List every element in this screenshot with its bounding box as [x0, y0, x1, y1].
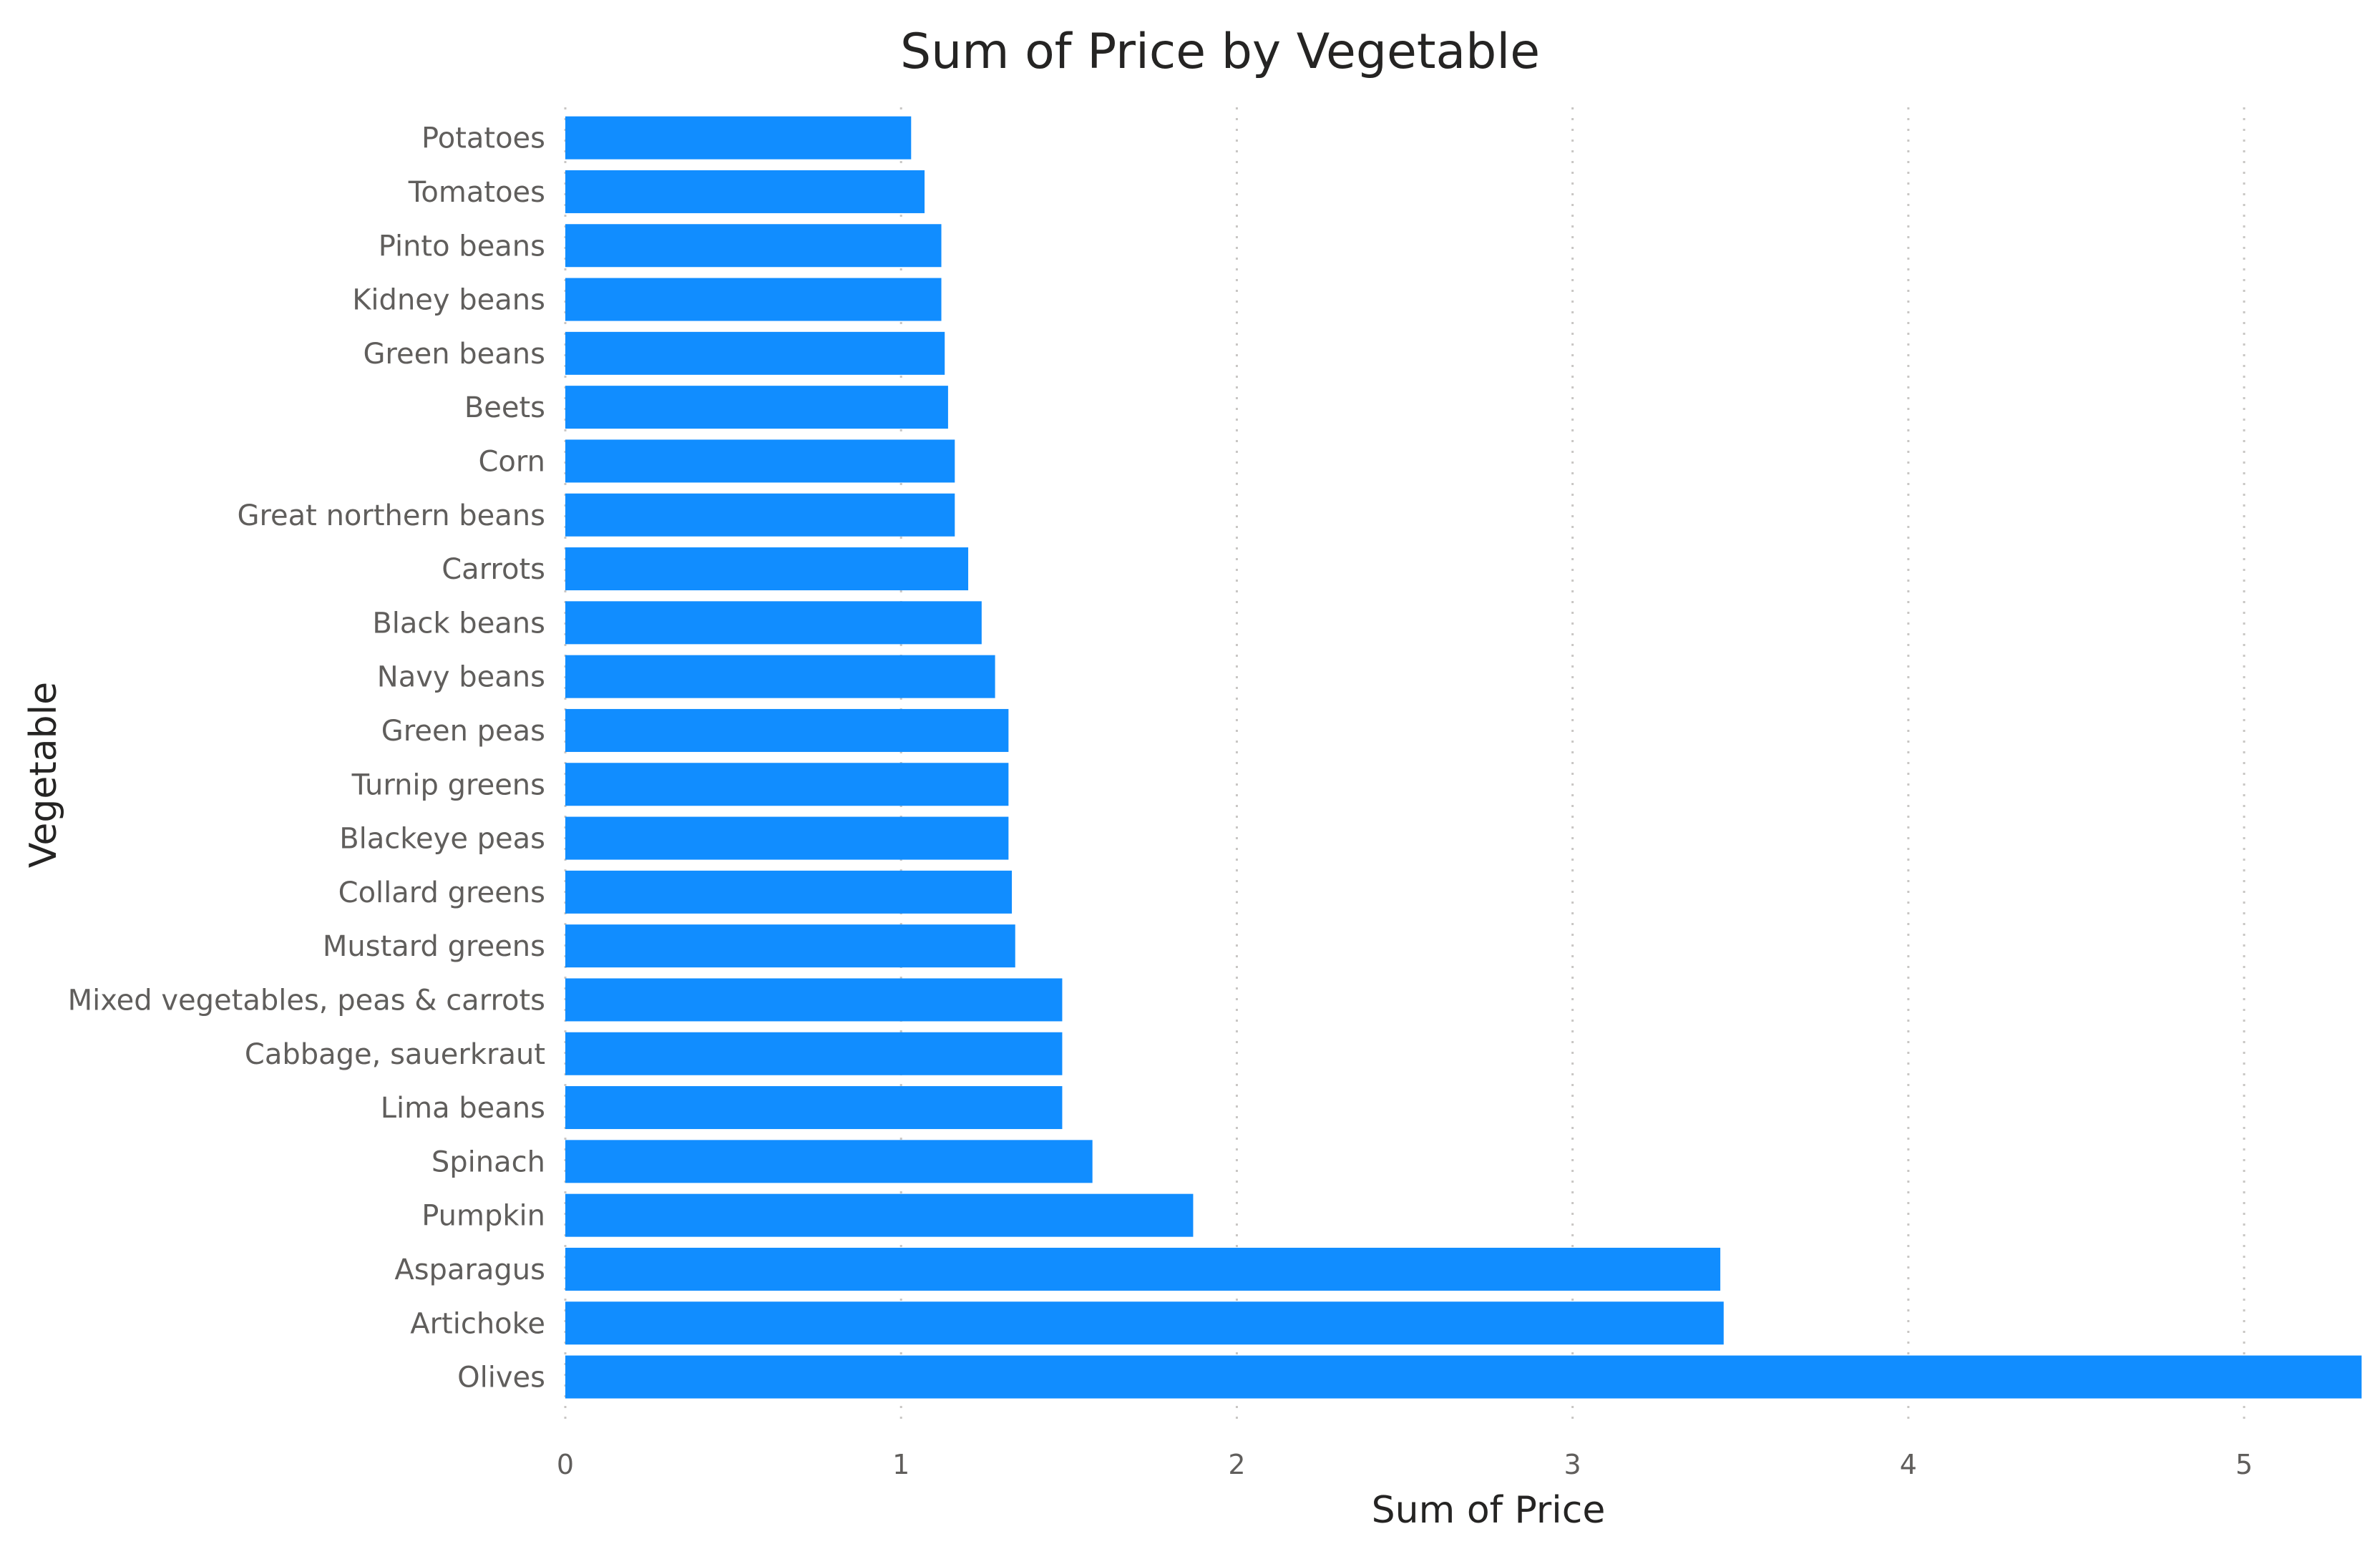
x-tick-label: 0	[557, 1449, 574, 1480]
y-tick-label: Potatoes	[421, 122, 545, 155]
bar[interactable]	[565, 978, 1063, 1022]
bar[interactable]	[565, 493, 955, 537]
y-tick-label: Green beans	[363, 338, 545, 371]
x-tick-label: 2	[1228, 1449, 1245, 1480]
y-tick-label: Spinach	[431, 1145, 545, 1178]
bar[interactable]	[565, 1247, 1721, 1291]
bar[interactable]	[565, 1140, 1093, 1183]
bar[interactable]	[565, 601, 982, 645]
y-tick-label: Collard greens	[338, 876, 545, 909]
bar[interactable]	[565, 924, 1015, 968]
y-tick-label: Pumpkin	[421, 1200, 545, 1233]
y-tick-label: Black beans	[372, 607, 545, 640]
y-tick-label: Mixed vegetables, peas & carrots	[68, 984, 545, 1017]
y-tick-label: Cabbage, sauerkraut	[245, 1038, 545, 1071]
bar[interactable]	[565, 386, 948, 429]
category-axis: Potatoes Tomatoes Pinto beans Kidney beans G…	[68, 122, 545, 1394]
x-tick-label: 5	[2235, 1449, 2253, 1480]
y-tick-label: Blackeye peas	[339, 823, 545, 856]
x-tick-label: 4	[1900, 1449, 1917, 1480]
bar[interactable]	[565, 655, 995, 698]
y-axis-title: Vegetable	[22, 682, 65, 868]
y-tick-label: Beets	[464, 391, 545, 424]
x-tick-label: 1	[892, 1449, 909, 1480]
bar[interactable]	[565, 116, 912, 160]
bar[interactable]	[565, 1355, 2362, 1399]
y-tick-label: Olives	[457, 1362, 545, 1394]
bar[interactable]	[565, 331, 945, 375]
bar[interactable]	[565, 278, 942, 321]
y-tick-label: Artichoke	[410, 1307, 545, 1340]
y-tick-label: Turnip greens	[351, 768, 545, 801]
bar[interactable]	[565, 1032, 1063, 1075]
value-axis: 0 1 2 3 4 5	[557, 1449, 2253, 1480]
x-axis-title: Sum of Price	[1372, 1489, 1606, 1532]
bar[interactable]	[565, 1086, 1063, 1130]
y-tick-label: Green peas	[381, 715, 545, 748]
chart-title: Sum of Price by Vegetable	[900, 24, 1540, 80]
y-tick-label: Lima beans	[381, 1092, 545, 1125]
y-tick-label: Asparagus	[394, 1254, 545, 1286]
bar[interactable]	[565, 1301, 1724, 1345]
bar[interactable]	[565, 763, 1009, 806]
x-tick-label: 3	[1564, 1449, 1581, 1480]
bar[interactable]	[565, 224, 942, 268]
bar[interactable]	[565, 708, 1009, 752]
bar[interactable]	[565, 547, 969, 591]
y-tick-label: Kidney beans	[352, 284, 545, 317]
y-tick-label: Tomatoes	[408, 176, 545, 209]
bar[interactable]	[565, 870, 1013, 914]
y-tick-label: Mustard greens	[323, 930, 545, 963]
bar[interactable]	[565, 439, 955, 483]
bar[interactable]	[565, 1193, 1194, 1237]
y-tick-label: Carrots	[442, 553, 545, 586]
bars	[565, 116, 2362, 1399]
y-tick-label: Corn	[479, 445, 546, 478]
y-tick-label: Pinto beans	[379, 230, 545, 263]
y-tick-label: Great northern beans	[237, 499, 545, 532]
bar[interactable]	[565, 816, 1009, 860]
bar[interactable]	[565, 170, 925, 213]
y-tick-label: Navy beans	[377, 661, 545, 694]
